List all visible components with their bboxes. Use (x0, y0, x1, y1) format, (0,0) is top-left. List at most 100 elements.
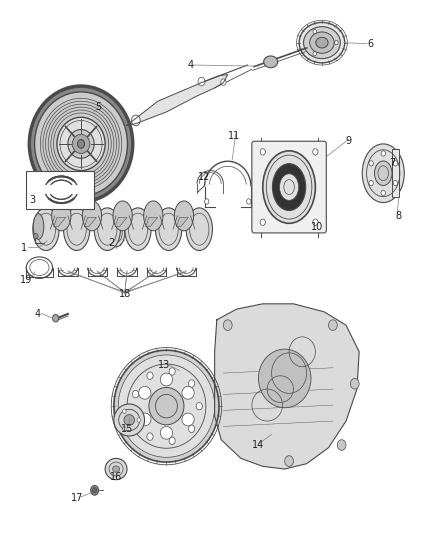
Ellipse shape (144, 201, 163, 231)
Polygon shape (115, 217, 127, 227)
Ellipse shape (310, 32, 334, 53)
Polygon shape (85, 217, 96, 227)
Circle shape (196, 402, 202, 410)
Circle shape (337, 440, 346, 450)
Ellipse shape (68, 130, 94, 158)
Text: 9: 9 (345, 136, 351, 146)
Circle shape (313, 149, 318, 155)
Circle shape (260, 219, 265, 225)
Ellipse shape (263, 151, 315, 223)
Ellipse shape (118, 355, 215, 457)
Circle shape (221, 79, 226, 85)
Circle shape (313, 29, 316, 34)
Text: 16: 16 (110, 472, 122, 482)
Ellipse shape (107, 219, 125, 247)
Ellipse shape (52, 201, 71, 231)
Text: 7: 7 (389, 158, 395, 167)
Circle shape (393, 161, 398, 166)
Circle shape (147, 372, 153, 379)
Ellipse shape (160, 426, 173, 439)
Ellipse shape (182, 386, 194, 399)
Ellipse shape (113, 201, 132, 231)
Text: 8: 8 (396, 211, 402, 221)
Ellipse shape (264, 56, 278, 68)
Ellipse shape (125, 208, 151, 251)
Ellipse shape (72, 134, 90, 154)
Ellipse shape (155, 208, 182, 251)
Circle shape (350, 378, 359, 389)
Text: 2: 2 (109, 238, 115, 247)
Polygon shape (127, 75, 228, 125)
Ellipse shape (113, 466, 120, 472)
Text: 15: 15 (121, 424, 133, 434)
Ellipse shape (279, 174, 299, 200)
Circle shape (123, 409, 126, 414)
Circle shape (131, 115, 140, 126)
Circle shape (393, 180, 398, 186)
Ellipse shape (31, 87, 131, 200)
Circle shape (169, 437, 175, 445)
Text: 6: 6 (367, 39, 373, 49)
Ellipse shape (139, 413, 151, 426)
Ellipse shape (149, 387, 184, 425)
Circle shape (381, 151, 385, 156)
Circle shape (335, 41, 338, 45)
Ellipse shape (362, 144, 404, 203)
Ellipse shape (33, 214, 44, 239)
Ellipse shape (299, 22, 345, 63)
Ellipse shape (304, 27, 340, 59)
FancyBboxPatch shape (392, 149, 399, 197)
Ellipse shape (182, 413, 194, 426)
Polygon shape (44, 185, 79, 194)
Circle shape (205, 199, 209, 204)
Text: 10: 10 (311, 222, 324, 231)
Text: 11: 11 (228, 131, 240, 141)
Circle shape (285, 456, 293, 466)
Polygon shape (54, 217, 66, 227)
Ellipse shape (57, 117, 105, 171)
Circle shape (328, 320, 337, 330)
Circle shape (78, 140, 85, 148)
Text: 19: 19 (20, 275, 32, 285)
Circle shape (313, 52, 316, 56)
Ellipse shape (94, 208, 120, 251)
Text: 1: 1 (21, 243, 27, 253)
Circle shape (123, 426, 126, 431)
FancyBboxPatch shape (252, 141, 326, 233)
Ellipse shape (174, 201, 194, 231)
Ellipse shape (33, 208, 59, 251)
Circle shape (133, 390, 139, 398)
Circle shape (188, 380, 194, 387)
Ellipse shape (105, 458, 127, 480)
Polygon shape (215, 304, 359, 469)
Circle shape (133, 415, 139, 422)
Circle shape (53, 314, 59, 322)
Polygon shape (146, 217, 158, 227)
Ellipse shape (272, 164, 306, 211)
Circle shape (381, 190, 385, 196)
Circle shape (137, 418, 141, 422)
Text: 14: 14 (252, 440, 265, 450)
Circle shape (91, 486, 99, 495)
Text: 12: 12 (198, 172, 210, 182)
Ellipse shape (160, 373, 173, 386)
Circle shape (92, 488, 97, 493)
Ellipse shape (186, 208, 212, 251)
FancyBboxPatch shape (26, 171, 94, 209)
Text: 17: 17 (71, 494, 83, 503)
Circle shape (34, 233, 38, 239)
Ellipse shape (124, 415, 134, 425)
Circle shape (169, 368, 175, 375)
Circle shape (247, 199, 251, 204)
Ellipse shape (114, 350, 219, 462)
Circle shape (223, 320, 232, 330)
Circle shape (260, 149, 265, 155)
Circle shape (188, 425, 194, 432)
Circle shape (369, 161, 373, 166)
Text: 4: 4 (187, 60, 194, 70)
Text: 3: 3 (30, 195, 36, 205)
Text: 13: 13 (158, 360, 170, 370)
Ellipse shape (82, 201, 102, 231)
Ellipse shape (316, 37, 328, 48)
Ellipse shape (64, 208, 90, 251)
